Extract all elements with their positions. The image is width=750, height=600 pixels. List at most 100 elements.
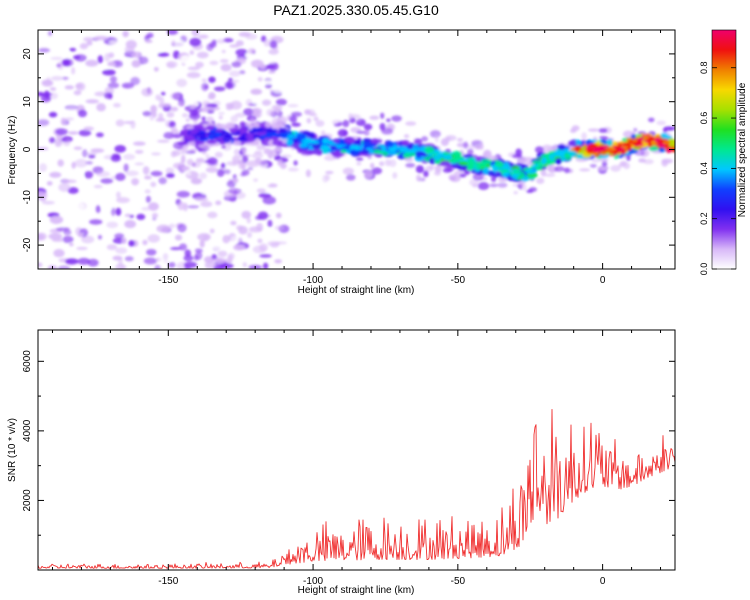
heatmap-cell [229, 44, 240, 48]
heatmap-cell [200, 201, 213, 208]
heatmap-cell [75, 83, 83, 89]
heatmap-cell [148, 202, 159, 211]
heatmap-cell [528, 187, 537, 193]
heatmap-cell [134, 162, 145, 166]
heatmap-cell [386, 118, 391, 123]
heatmap-cell [177, 201, 186, 211]
heatmap-cell [337, 121, 344, 126]
heatmap-cell [53, 249, 65, 258]
heatmap-cell [47, 30, 53, 37]
heatmap-cell [601, 160, 608, 168]
heatmap-cell [201, 150, 207, 155]
heatmap-cell [185, 150, 196, 155]
y-tick-label: 20 [22, 48, 33, 60]
heatmap-cell [172, 150, 181, 157]
heatmap-cell [205, 106, 213, 110]
heatmap-cell [55, 227, 70, 232]
heatmap-cell [289, 115, 297, 123]
heatmap-cell [228, 187, 242, 194]
y-tick-label: 0 [22, 146, 33, 152]
heatmap-cell [216, 38, 226, 44]
heatmap-cell [440, 138, 449, 147]
heatmap-cell [213, 131, 223, 138]
heatmap-cell [452, 150, 462, 157]
heatmap-cell [176, 78, 188, 88]
heatmap-cell [416, 174, 422, 182]
heatmap-cell [636, 137, 644, 142]
heatmap-cell [167, 262, 176, 268]
heatmap-cell [71, 67, 76, 75]
heatmap-cell [237, 136, 248, 142]
heatmap-cell [204, 261, 216, 269]
heatmap-cell [74, 158, 88, 168]
heatmap-cell [79, 43, 89, 50]
heatmap-cell [250, 59, 264, 69]
heatmap-cell [104, 53, 111, 62]
heatmap-cell [38, 119, 50, 126]
heatmap-cell [251, 152, 264, 159]
heatmap-cell [247, 167, 254, 171]
heatmap-cell [39, 196, 47, 202]
heatmap-cell [125, 170, 139, 177]
heatmap-cell [258, 193, 272, 198]
heatmap-cell [72, 55, 81, 60]
heatmap-cell [239, 126, 249, 134]
heatmap-cell [85, 152, 98, 156]
heatmap-cell [663, 144, 670, 148]
heatmap-cell [579, 168, 591, 172]
heatmap-cell [221, 145, 226, 149]
heatmap-cell [185, 118, 190, 122]
heatmap-cell [229, 70, 241, 77]
heatmap-cell [44, 220, 53, 229]
heatmap-cell [51, 148, 62, 155]
heatmap-cell [189, 50, 195, 55]
heatmap-cell [387, 141, 395, 148]
heatmap-cell [150, 170, 163, 177]
heatmap-cell [97, 234, 103, 240]
heatmap-cell [48, 111, 58, 118]
heatmap-cell [170, 92, 181, 100]
heatmap-cell [259, 254, 272, 258]
heatmap-cell [49, 137, 56, 144]
heatmap-cell [177, 223, 187, 233]
heatmap-cell [257, 211, 269, 220]
heatmap-blobs [38, 30, 675, 269]
heatmap-cell [256, 144, 266, 150]
heatmap-cell [475, 164, 482, 170]
heatmap-cell [229, 79, 240, 83]
heatmap-cell [49, 87, 57, 91]
heatmap-cell [263, 132, 275, 139]
heatmap-cell [201, 82, 209, 92]
heatmap-cell [142, 111, 153, 117]
heatmap-cell [399, 145, 408, 153]
heatmap-cell [415, 152, 422, 159]
heatmap-cell [332, 150, 340, 158]
heatmap-cell [258, 180, 271, 188]
heatmap-cell [211, 39, 217, 45]
heatmap-cell [156, 224, 171, 233]
heatmap-cell [195, 61, 204, 68]
heatmap-cell [115, 119, 125, 127]
heatmap-cell [257, 111, 263, 118]
y-tick-label: 6000 [22, 350, 33, 373]
heatmap-cell [242, 262, 247, 268]
heatmap-cell [155, 118, 166, 122]
heatmap-cell [115, 263, 126, 269]
heatmap-cell [663, 140, 671, 145]
heatmap-cell [64, 117, 75, 121]
heatmap-cell [254, 127, 266, 133]
heatmap-cell [76, 246, 88, 251]
colorbar-label: Normalized spectral amplitude [737, 82, 748, 217]
heatmap-cell [124, 256, 134, 262]
heatmap-cell [371, 167, 383, 175]
heatmap-cell [60, 117, 66, 126]
heatmap-cell [94, 91, 107, 97]
x-tick-label: -150 [158, 576, 178, 587]
heatmap-cell [599, 158, 609, 162]
heatmap-cell [385, 149, 397, 156]
heatmap-cell [259, 243, 268, 252]
heatmap-cell [230, 220, 237, 226]
heatmap-cell [348, 113, 353, 121]
heatmap-cell [287, 167, 299, 172]
